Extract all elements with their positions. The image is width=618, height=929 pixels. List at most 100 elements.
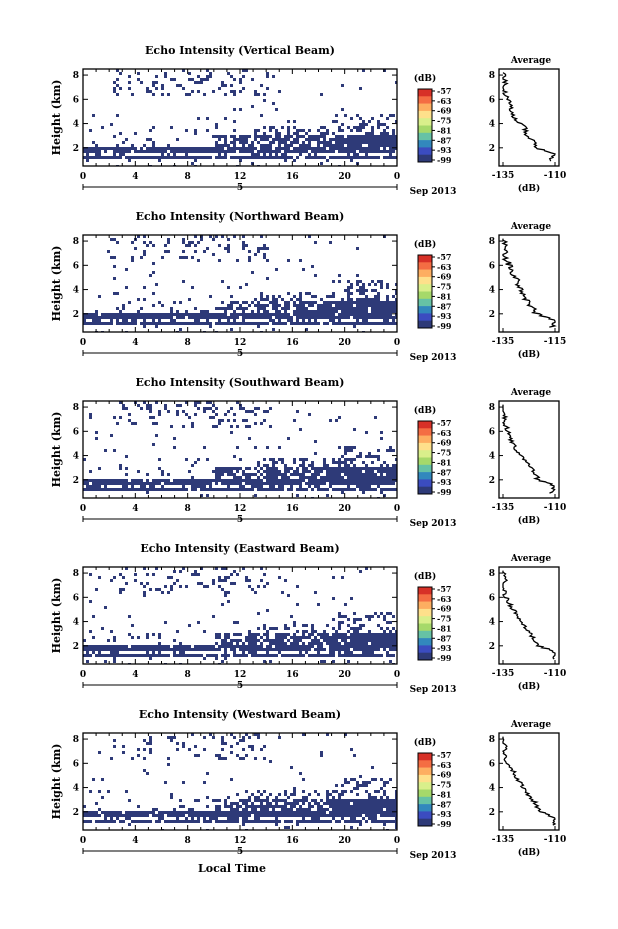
date-day: 5	[237, 349, 243, 359]
echo-cell	[173, 482, 176, 485]
echo-cell	[323, 630, 326, 633]
echo-cell	[185, 458, 188, 461]
echo-cell	[98, 654, 101, 657]
echo-cell	[332, 639, 335, 642]
echo-cell	[359, 87, 362, 90]
echo-cell	[233, 147, 236, 150]
echo-cell	[278, 295, 281, 298]
echo-cell	[278, 799, 281, 802]
echo-cell	[236, 742, 239, 745]
echo-cell	[236, 754, 239, 757]
echo-cell	[245, 473, 248, 476]
echo-cell	[254, 253, 257, 256]
echo-cell	[389, 805, 392, 808]
echo-cell	[263, 745, 266, 748]
colorbar-tick-label: -57	[437, 252, 451, 262]
echo-cell	[389, 316, 392, 319]
echo-cell	[365, 301, 368, 304]
echo-cell	[308, 138, 311, 141]
echo-cell	[392, 150, 395, 153]
colorbar-tick-label: -63	[437, 760, 452, 770]
echo-cell	[338, 624, 341, 627]
echo-cell	[146, 491, 149, 494]
echo-cell	[113, 238, 116, 241]
echo-cell	[389, 639, 392, 642]
echo-cell	[356, 808, 359, 811]
echo-cell	[89, 322, 92, 325]
echo-cell	[257, 325, 260, 328]
echo-cell	[266, 277, 269, 280]
echo-cell	[248, 437, 251, 440]
echo-cell	[368, 132, 371, 135]
echo-cell	[230, 582, 233, 585]
echo-cell	[224, 144, 227, 147]
echo-cell	[362, 624, 365, 627]
echo-cell	[299, 639, 302, 642]
echo-cell	[248, 799, 251, 802]
echo-cell	[290, 648, 293, 651]
echo-cell	[251, 271, 254, 274]
echo-cell	[332, 576, 335, 579]
echo-cell	[221, 642, 224, 645]
echo-cell	[116, 817, 119, 820]
echo-cell	[212, 470, 215, 473]
echo-cell	[152, 443, 155, 446]
echo-cell	[371, 766, 374, 769]
echo-cell	[224, 594, 227, 597]
echo-cell	[86, 147, 89, 150]
echo-cell	[392, 141, 395, 144]
echo-cell	[230, 304, 233, 307]
echo-cell	[233, 654, 236, 657]
echo-cell	[221, 811, 224, 814]
echo-cell	[380, 799, 383, 802]
echo-cell	[242, 820, 245, 823]
echo-cell	[290, 141, 293, 144]
echo-cell	[323, 322, 326, 325]
echo-cell	[266, 75, 269, 78]
echo-cell	[242, 75, 245, 78]
echo-cell	[305, 645, 308, 648]
echo-cell	[245, 808, 248, 811]
echo-cell	[263, 147, 266, 150]
y-tick-label: 6	[73, 759, 79, 769]
echo-cell	[338, 645, 341, 648]
echo-cell	[284, 476, 287, 479]
echo-cell	[197, 654, 200, 657]
echo-cell	[236, 307, 239, 310]
echo-cell	[194, 81, 197, 84]
echo-cell	[107, 156, 110, 159]
echo-cell	[236, 488, 239, 491]
echo-cell	[293, 313, 296, 316]
echo-cell	[182, 156, 185, 159]
echo-cell	[341, 147, 344, 150]
echo-cell	[155, 150, 158, 153]
echo-cell	[299, 129, 302, 132]
echo-cell	[347, 280, 350, 283]
echo-cell	[197, 820, 200, 823]
echo-cell	[332, 814, 335, 817]
echo-cell	[392, 295, 395, 298]
echo-cell	[302, 470, 305, 473]
echo-cell	[344, 642, 347, 645]
echo-cell	[341, 455, 344, 458]
echo-cell	[368, 147, 371, 150]
echo-cell	[347, 805, 350, 808]
echo-cell	[203, 310, 206, 313]
echo-cell	[335, 636, 338, 639]
echo-cell	[167, 576, 170, 579]
echo-cell	[230, 467, 233, 470]
echo-cell	[380, 286, 383, 289]
echo-cell	[182, 280, 185, 283]
echo-cell	[113, 147, 116, 150]
echo-cell	[128, 322, 131, 325]
echo-cell	[308, 147, 311, 150]
echo-cell	[242, 488, 245, 491]
echo-cell	[395, 790, 397, 793]
echo-cell	[293, 159, 296, 162]
echo-cell	[251, 141, 254, 144]
date-label: Sep 2013	[410, 685, 457, 695]
echo-cell	[371, 778, 374, 781]
echo-cell	[362, 473, 365, 476]
echo-cell	[353, 479, 356, 482]
echo-cell	[194, 648, 197, 651]
